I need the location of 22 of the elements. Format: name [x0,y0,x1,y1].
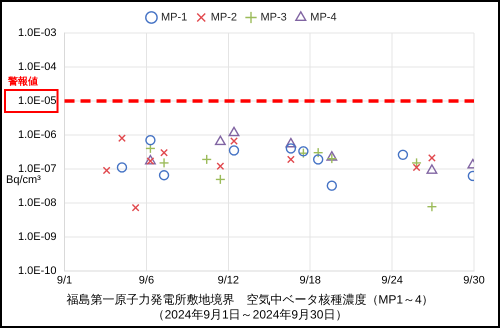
y-tick-label: 1.0E-09 [18,230,57,243]
legend-label: MP-3 [260,12,287,24]
x-tick-label: 9/24 [381,274,403,286]
legend-label: MP-1 [160,12,188,24]
x-tick-label: 9/18 [300,274,321,286]
y-tick-label: 1.0E-04 [18,61,57,74]
legend-label: MP-2 [210,12,237,24]
text: （2024年9月1日～2024年9月30日） [152,307,348,322]
x-tick-label: 9/6 [138,274,154,286]
y-tick-label: 1.0E-03 [18,27,57,40]
ref-line-label: 警報値 [7,76,38,88]
y-axis-title: Bq/cm³ [6,174,42,186]
x-tick-label: 9/1 [56,274,72,286]
y-tick-label: 1.0E-10 [18,264,57,277]
y-tick-label: 1.0E-08 [18,196,57,209]
text: 福島第一原子力発電所敷地境界 空気中ベータ核種濃度（MP1～4） [66,292,434,306]
legend-label: MP-4 [310,12,337,24]
x-tick-label: 9/12 [218,274,240,286]
y-tick-label: 1.0E-05 [18,94,57,107]
x-tick-label: 9/30 [463,274,485,286]
y-tick-label: 1.0E-06 [18,128,57,141]
y-tick-label: 1.0E-07 [18,162,57,175]
